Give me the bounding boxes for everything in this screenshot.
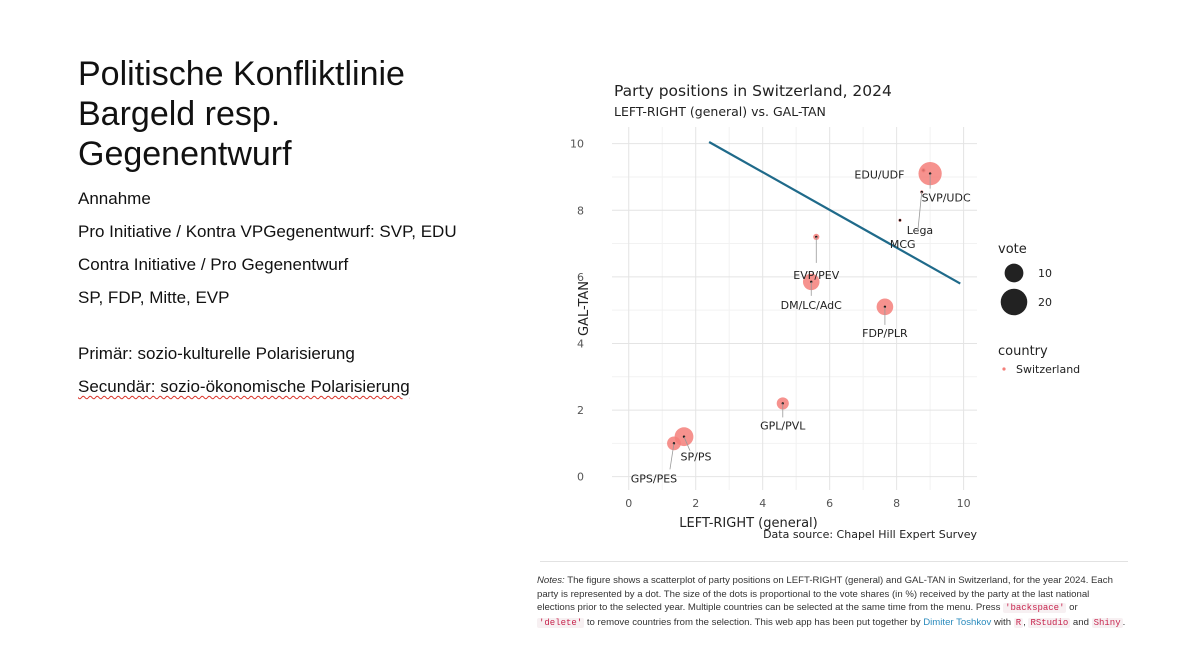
data-point-label: DM/LC/AdC (781, 299, 842, 312)
notes-divider (540, 561, 1128, 562)
legend-color-title: country (998, 344, 1048, 359)
chart-area: Party positions in Switzerland, 2024 LEFT… (540, 40, 1140, 560)
slide-title: Politische Konfliktlinie Bargeld resp. G… (78, 55, 405, 173)
data-point-label: SVP/UDC (922, 192, 971, 205)
chart-caption: Data source: Chapel Hill Expert Survey (763, 528, 977, 541)
fit-line (708, 141, 961, 285)
scatter-chart: Party positions in Switzerland, 2024 LEFT… (570, 82, 1080, 541)
legend-color-symbol (1002, 367, 1006, 371)
x-tick-label: 2 (692, 497, 699, 510)
chart-notes: Notes: The figure shows a scatterplot of… (537, 574, 1127, 630)
x-tick-label: 4 (759, 497, 766, 510)
y-axis-label: GAL-TAN (577, 281, 592, 336)
data-point-label: GPS/PES (631, 472, 677, 485)
notes-text: or (1066, 602, 1078, 614)
x-tick-label: 0 (625, 497, 632, 510)
notes-code-delete: 'delete' (537, 617, 585, 628)
chart-title: Party positions in Switzerland, 2024 (614, 82, 892, 100)
slide-item: Primär: sozio-kulturelle Polarisierung (78, 344, 355, 363)
slide-item: SP, FDP, Mitte, EVP (78, 288, 230, 307)
data-point-label: SP/PS (681, 451, 712, 464)
y-tick-label: 10 (570, 138, 584, 151)
data-point-center (898, 219, 902, 222)
author-link[interactable]: Dimiter Toshkov (923, 616, 992, 628)
notes-text: The figure shows a scatterplot of party … (537, 575, 1113, 614)
slide-item: Contra Initiative / Pro Gegenentwurf (78, 255, 349, 274)
data-point-center (883, 305, 887, 309)
label-leader-line (683, 436, 691, 451)
legend-size-label: 10 (1038, 267, 1052, 280)
label-leader-line (669, 443, 675, 470)
data-point-label: EDU/UDF (854, 168, 904, 181)
y-tick-label: 0 (577, 471, 584, 484)
y-tick-label: 4 (577, 337, 584, 350)
notes-code-backspace: 'backspace' (1003, 603, 1067, 614)
data-point-label: FDP/PLR (862, 327, 908, 340)
notes-code-r: R (1013, 617, 1024, 628)
data-point-label: EVP/PEV (793, 269, 839, 282)
x-tick-label: 10 (957, 497, 971, 510)
notes-code-rstudio: RStudio (1028, 617, 1071, 628)
notes-text: with (991, 616, 1014, 628)
legend-size-label: 20 (1038, 296, 1052, 309)
notes-label: Notes: (537, 575, 565, 586)
data-point-center (810, 280, 813, 284)
notes-text: to remove countries from the selection. … (584, 616, 924, 628)
legend-size-symbol (1004, 263, 1024, 283)
data-point-label: GPL/PVL (760, 419, 806, 432)
slide-item: Pro Initiative / Kontra VPGegenentwurf: … (78, 222, 457, 241)
y-tick-label: 2 (577, 404, 584, 417)
y-tick-label: 6 (577, 271, 584, 284)
x-tick-label: 6 (826, 497, 833, 510)
slide-item: Secundär: sozio-ökonomische Polarisierun… (78, 377, 410, 396)
label-leader-line (917, 191, 923, 232)
x-axis-label: LEFT-RIGHT (general) (679, 516, 818, 531)
slide-text-panel: Politische Konfliktlinie Bargeld resp. G… (78, 54, 498, 409)
legend-size-title: vote (998, 242, 1027, 257)
slide-bullet-list: Annahme Pro Initiative / Kontra VPGegenen… (78, 188, 498, 398)
legend-color-label: Switzerland (1016, 363, 1080, 376)
slide-item: Annahme (78, 189, 151, 208)
y-tick-label: 8 (577, 204, 584, 217)
data-point-label: Lega (907, 224, 933, 237)
notes-text: , (1023, 616, 1029, 628)
notes-text: and (1070, 616, 1092, 628)
x-tick-label: 8 (893, 497, 900, 510)
notes-code-shiny: Shiny (1091, 617, 1123, 628)
chart-subtitle: LEFT-RIGHT (general) vs. GAL-TAN (614, 104, 826, 119)
notes-text: . (1122, 616, 1126, 628)
legend-size-symbol (1000, 288, 1028, 316)
data-point-label: MCG (890, 238, 916, 251)
